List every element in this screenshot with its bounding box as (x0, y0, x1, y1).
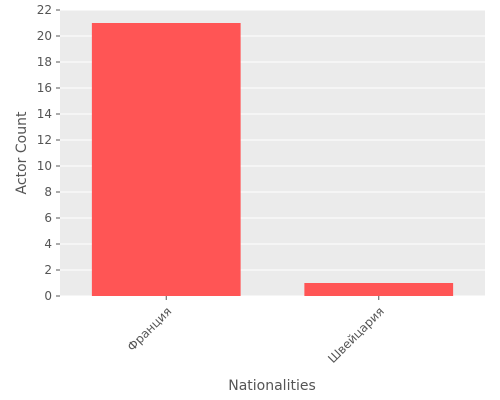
y-tick-label: 22 (37, 3, 52, 17)
y-tick-label: 10 (37, 159, 52, 173)
bars (91, 23, 454, 296)
x-axis-title: Nationalities (228, 378, 316, 394)
y-tick-label: 4 (44, 237, 52, 251)
y-tick-label: 12 (37, 133, 52, 147)
x-tick-label: Франция (125, 304, 175, 354)
bar (91, 23, 241, 296)
y-tick-label: 8 (44, 185, 52, 199)
y-tick-label: 16 (37, 81, 52, 95)
y-tick-label: 20 (37, 29, 52, 43)
y-tick-label: 18 (37, 55, 52, 69)
bar (304, 283, 454, 296)
x-tick-label: Швейцария (325, 304, 387, 366)
y-tick-label: 6 (44, 211, 52, 225)
y-axis-ticks: 0 2 4 6 8 10 12 14 16 18 20 22 (37, 3, 60, 303)
y-tick-label: 0 (44, 289, 52, 303)
y-axis-title: Actor Count (14, 111, 30, 194)
y-tick-label: 2 (44, 263, 52, 277)
y-tick-label: 14 (37, 107, 52, 121)
x-axis-ticks: Франция Швейцария (125, 296, 387, 366)
